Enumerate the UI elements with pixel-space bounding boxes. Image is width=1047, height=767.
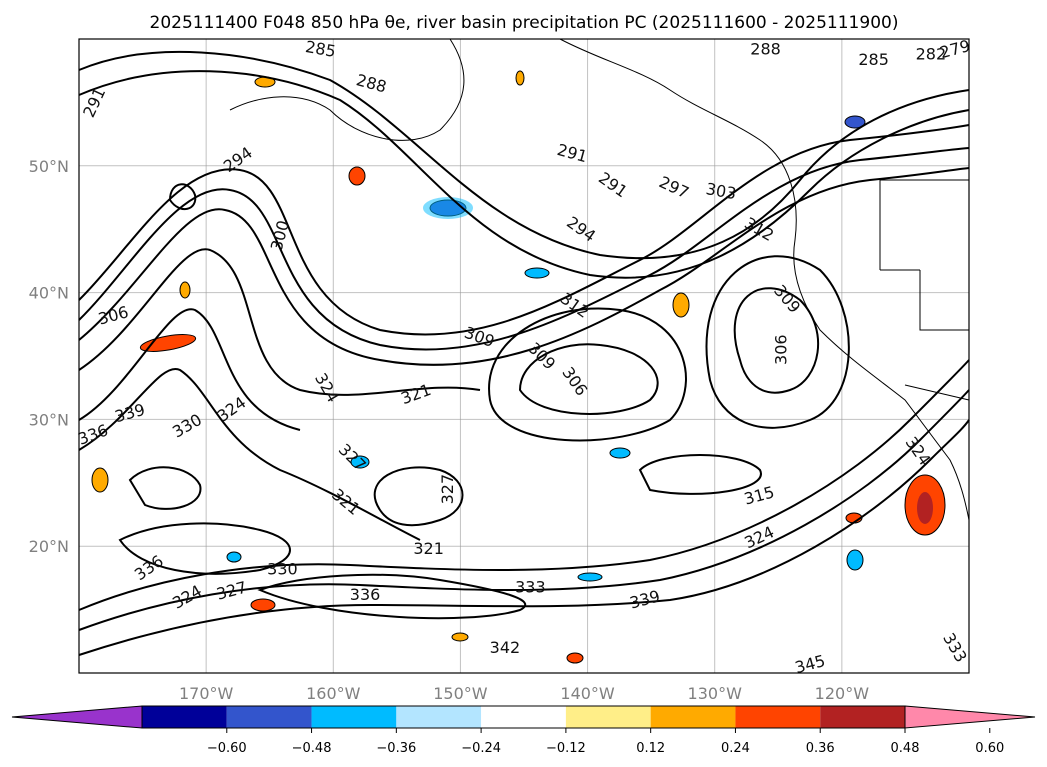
colorbar-tick-label: −0.60 [207, 741, 247, 756]
lat-label: 20°N [29, 537, 69, 556]
precip-blob-mid [524, 267, 550, 279]
contour-line-closed [733, 287, 820, 394]
contour-label: 321 [413, 539, 444, 558]
contour-line-closed [373, 466, 464, 527]
colorbar-swatch [820, 706, 905, 728]
contour-line-closed [638, 454, 762, 495]
colorbar-tick-label: 0.12 [636, 741, 665, 756]
contour-label: 342 [490, 638, 521, 657]
lat-label: 50°N [29, 157, 69, 176]
contour-line-closed [705, 255, 850, 429]
colorbar-swatch [650, 706, 736, 728]
contour-line-closed [128, 466, 202, 510]
colorbar-extend-max [904, 705, 1036, 729]
colorbar-tick-label: 0.60 [975, 741, 1004, 756]
contour-line [78, 367, 421, 541]
coastline-alaska [229, 38, 465, 141]
contour-line [78, 167, 970, 366]
precip-blob-sw [226, 551, 242, 563]
colorbar-tick-label: −0.24 [461, 741, 501, 756]
contour-label: 285 [858, 50, 889, 69]
contour-line-closed [488, 307, 687, 442]
precip-blob-c [350, 455, 370, 469]
colorbar-tick-label: 0.48 [891, 741, 920, 756]
precip-blob-gulf-edge [423, 197, 473, 219]
contour-line-closed [118, 522, 291, 575]
contour-line [78, 389, 970, 631]
contour-label: 330 [267, 560, 298, 579]
precip-blob-s [451, 632, 469, 642]
contour-label: 336 [350, 585, 381, 604]
colorbar: −0.60 −0.48 −0.36 −0.24 −0.12 0.12 0.24 0.36 0.4… [11, 705, 1036, 756]
map-frame [78, 38, 970, 674]
precip-blob-w [91, 467, 109, 493]
precip-blob-mid2 [609, 447, 631, 459]
colorbar-swatch [396, 706, 482, 728]
colorbar-extend-min [11, 705, 143, 729]
colorbar-swatch [311, 706, 397, 728]
colorbar-swatch [735, 706, 821, 728]
state-borders [879, 179, 969, 331]
longitude-labels: 170°W 160°W 150°W 140°W 130°W 120°W [179, 684, 869, 703]
precip-blob-w2 [179, 281, 191, 299]
lon-label: 130°W [688, 684, 743, 703]
contour-line-closed [518, 343, 659, 415]
contour-line-closed [257, 573, 527, 620]
latitude-labels: 20°N 30°N 40°N 50°N [29, 157, 69, 556]
precip-blob-west-coast-core [917, 492, 933, 524]
colorbar-outline [141, 705, 906, 729]
contour-line [78, 50, 970, 260]
precip-blob-south [250, 598, 276, 612]
colorbar-tick-label: −0.48 [292, 741, 332, 756]
figure-title: 2025111400 F048 850 hPa θe, river basin … [150, 13, 899, 33]
colorbar-swatch [142, 706, 227, 728]
contour-line-closed [168, 183, 197, 210]
mexico-border [904, 384, 970, 401]
precip-blob-n [515, 70, 525, 86]
colorbar-tick-label: −0.36 [376, 741, 416, 756]
colorbar-tick-label: 0.36 [806, 741, 835, 756]
precip-blob-s3 [577, 572, 603, 582]
lat-label: 30°N [29, 410, 69, 429]
contour-label: 306 [771, 334, 790, 365]
precip-blob-central-pacific [139, 334, 197, 352]
lon-label: 150°W [433, 684, 488, 703]
contour-label: 333 [515, 577, 546, 596]
contour-line [78, 147, 970, 351]
contour-line [78, 419, 970, 656]
map-background [79, 39, 969, 673]
contour-label: 288 [750, 40, 781, 59]
precip-blob-alaska [844, 115, 866, 129]
contour-label: 327 [438, 474, 457, 505]
precip-blob-se [846, 549, 864, 571]
precipitation-shading [91, 70, 946, 664]
coastlines [229, 38, 970, 521]
colorbar-swatch [565, 706, 651, 728]
theta-e-contours [78, 50, 970, 656]
precip-blob-north [348, 166, 366, 186]
lon-label: 160°W [306, 684, 361, 703]
contour-line [78, 70, 970, 279]
contour-line [78, 359, 970, 611]
contour-label: 282 [916, 45, 947, 64]
lon-label: 140°W [560, 684, 615, 703]
contour-line [78, 308, 301, 431]
coastline-north-america [559, 38, 970, 521]
contour-line [78, 248, 481, 396]
precip-blob-offshore [672, 292, 690, 318]
lon-label: 120°W [815, 684, 870, 703]
precip-blob-s2 [566, 652, 584, 664]
colorbar-tick-label: −0.12 [546, 741, 586, 756]
contour-line [78, 124, 970, 336]
colorbar-swatch [226, 706, 312, 728]
gridlines [79, 39, 969, 673]
colorbar-swatch [481, 706, 566, 728]
colorbar-tick-label: 0.24 [721, 741, 750, 756]
lat-label: 40°N [29, 284, 69, 303]
lon-label: 170°W [179, 684, 234, 703]
